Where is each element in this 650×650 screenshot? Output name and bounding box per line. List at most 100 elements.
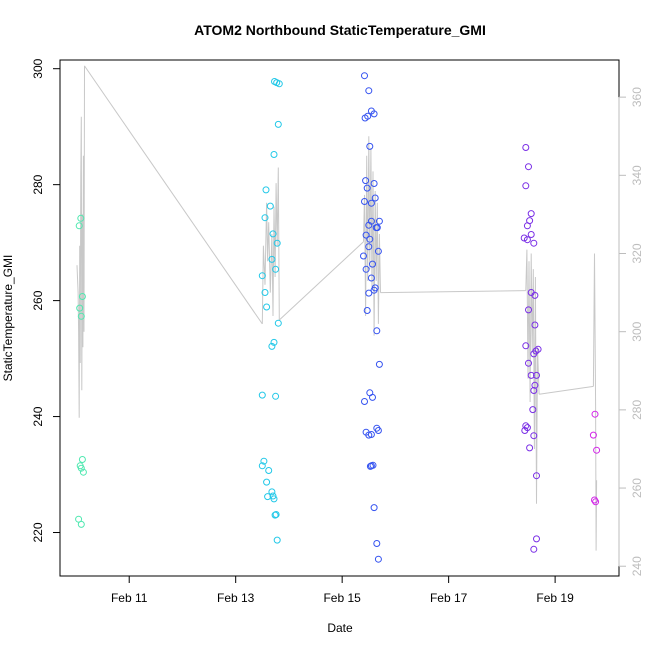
data-point [262, 186, 270, 194]
data-point [532, 347, 540, 355]
data-point [260, 457, 268, 465]
data-point [373, 224, 381, 232]
data-point [527, 231, 535, 238]
data-point [78, 293, 86, 300]
data-point [530, 545, 538, 553]
data-point [374, 427, 382, 434]
data-point [592, 498, 600, 506]
y-tick-label: 280 [31, 174, 45, 194]
data-point [525, 163, 532, 171]
data-point [265, 467, 273, 474]
data-point [530, 387, 538, 394]
data-point [274, 319, 282, 327]
data-point [275, 80, 283, 88]
data-point [367, 217, 375, 225]
data-point [370, 504, 378, 512]
data-point [531, 381, 539, 389]
data-point [272, 265, 280, 273]
data-point [375, 360, 383, 368]
y-tick-label: 240 [31, 406, 45, 426]
data-point [362, 265, 370, 273]
y2-tick-label: 320 [630, 243, 644, 263]
y-axis-label: StaticTemperature_GMI [1, 255, 15, 382]
data-point [270, 495, 278, 503]
data-point [367, 431, 375, 438]
data-point [367, 199, 375, 207]
x-axis-label: Date [327, 621, 353, 635]
data-point [527, 371, 535, 379]
trace-line [539, 385, 594, 395]
x-tick-label: Feb 11 [111, 591, 148, 605]
data-point [373, 540, 381, 547]
data-point [362, 177, 370, 185]
y2-tick-label: 340 [630, 165, 644, 185]
data-point [522, 342, 530, 350]
data-point [533, 371, 540, 379]
data-point [525, 306, 532, 314]
data-point [365, 431, 373, 439]
y-axis-right: 240 260 280 300 320 340 360 [618, 87, 644, 576]
data-point [258, 391, 266, 399]
data-point [530, 239, 538, 247]
data-point [78, 456, 86, 463]
data-point [523, 236, 531, 244]
trace-series [76, 65, 598, 551]
data-point [533, 472, 540, 480]
x-tick-label: Feb 15 [323, 591, 361, 605]
data-point [370, 286, 378, 294]
y-tick-label: 300 [31, 58, 45, 78]
data-point [264, 493, 272, 501]
y2-tick-label: 360 [630, 87, 644, 107]
data-point [363, 307, 371, 314]
data-point [270, 151, 278, 158]
data-point [530, 432, 538, 440]
y2-tick-label: 260 [630, 478, 644, 498]
data-point [273, 239, 281, 247]
data-point [589, 431, 597, 439]
data-point [365, 87, 373, 95]
y-tick-label: 260 [31, 290, 45, 310]
data-point [373, 327, 381, 335]
trace-line [525, 249, 540, 504]
data-point [522, 182, 530, 190]
data-point [258, 272, 266, 280]
data-point [365, 289, 373, 297]
data-point [77, 312, 85, 320]
data-point [261, 289, 269, 296]
data-point [268, 255, 276, 263]
y2-tick-label: 300 [630, 321, 644, 341]
data-point [521, 427, 529, 434]
data-point [364, 112, 372, 120]
data-point [526, 444, 534, 452]
data-point [370, 110, 378, 118]
data-point [591, 496, 598, 504]
scatter-points [75, 72, 601, 563]
data-point [366, 235, 374, 243]
data-point [77, 214, 85, 222]
data-point [77, 464, 85, 472]
data-point [360, 252, 367, 260]
data-point [366, 142, 374, 150]
data-point [593, 446, 601, 454]
data-point [533, 535, 540, 543]
data-point [591, 410, 599, 418]
y2-tick-label: 280 [630, 400, 644, 420]
data-point [370, 180, 378, 187]
data-point [534, 345, 542, 353]
trace-line [278, 241, 364, 321]
x-tick-label: Feb 13 [217, 591, 255, 605]
data-point [272, 392, 280, 400]
data-point [269, 230, 277, 238]
data-point [522, 144, 530, 151]
data-point [76, 304, 84, 312]
data-point [527, 210, 535, 218]
data-point [270, 338, 278, 346]
data-point [369, 461, 377, 469]
x-tick-label: Feb 17 [430, 591, 468, 605]
data-point [529, 406, 537, 414]
data-point [263, 303, 271, 311]
data-point [369, 393, 376, 401]
y2-tick-label: 240 [630, 556, 644, 576]
data-point [374, 247, 382, 255]
